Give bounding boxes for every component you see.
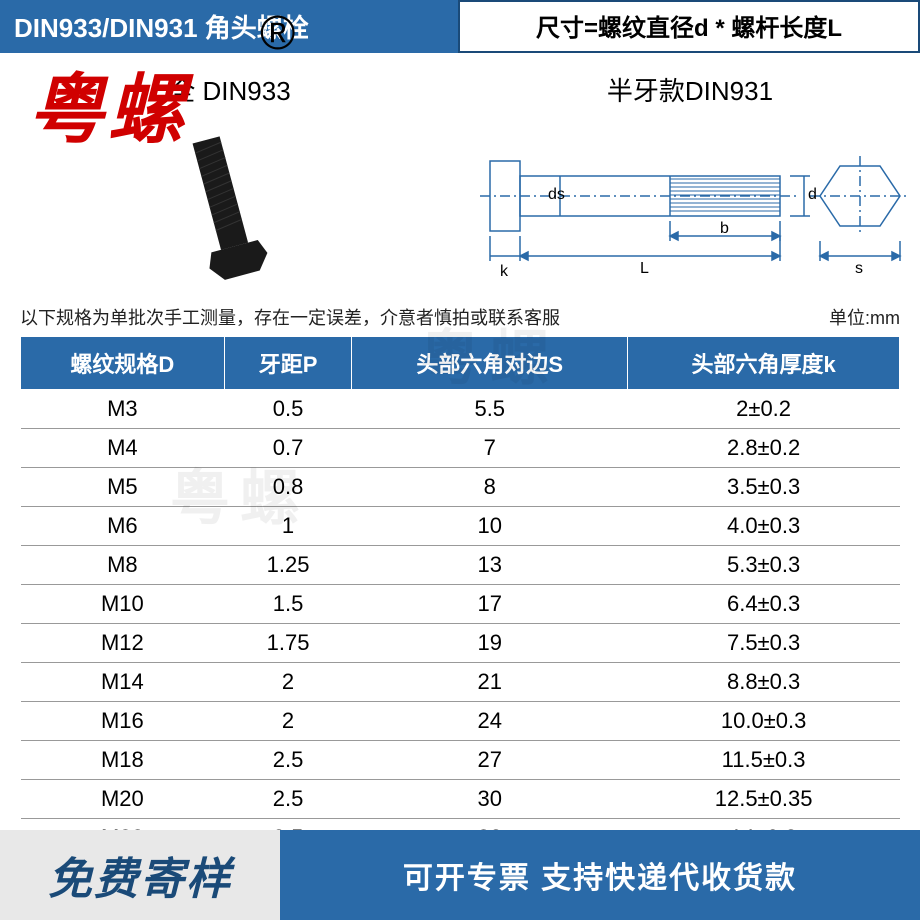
note-row: 以下规格为单批次手工测量，存在一定误差，介意者慎拍或联系客服 单位:mm xyxy=(0,296,920,336)
table-cell: 30 xyxy=(352,780,628,819)
table-row: M1622410.0±0.3 xyxy=(21,702,900,741)
table-cell: 24 xyxy=(352,702,628,741)
table-cell: 2.5 xyxy=(224,741,352,780)
col-p: 牙距P xyxy=(224,337,352,390)
table-cell: M14 xyxy=(21,663,225,702)
label-L: L xyxy=(640,260,649,277)
table-cell: 1 xyxy=(224,507,352,546)
table-cell: 12.5±0.35 xyxy=(628,780,900,819)
table-cell: 8.8±0.3 xyxy=(628,663,900,702)
table-cell: 21 xyxy=(352,663,628,702)
table-row: M30.55.52±0.2 xyxy=(21,390,900,429)
table-row: M61104.0±0.3 xyxy=(21,507,900,546)
label-b: b xyxy=(720,220,729,237)
table-cell: 13 xyxy=(352,546,628,585)
table-cell: 11.5±0.3 xyxy=(628,741,900,780)
table-cell: 0.7 xyxy=(224,429,352,468)
table-row: M40.772.8±0.2 xyxy=(21,429,900,468)
table-cell: 2 xyxy=(224,702,352,741)
label-ds: ds xyxy=(548,186,565,203)
table-cell: M10 xyxy=(21,585,225,624)
table-row: M101.5176.4±0.3 xyxy=(21,585,900,624)
table-cell: M8 xyxy=(21,546,225,585)
footer: 免费寄样 可开专票 支持快递代收货款 xyxy=(0,830,920,920)
table-cell: 1.75 xyxy=(224,624,352,663)
table-cell: M4 xyxy=(21,429,225,468)
table-cell: 19 xyxy=(352,624,628,663)
header-right-formula: 尺寸=螺纹直径d * 螺杆长度L xyxy=(458,0,920,53)
bolt-technical-drawing: k L b d ds s xyxy=(460,116,920,296)
table-cell: 2 xyxy=(224,663,352,702)
footer-right: 可开专票 支持快递代收货款 xyxy=(280,830,920,920)
table-row: M202.53012.5±0.35 xyxy=(21,780,900,819)
table-row: M142218.8±0.3 xyxy=(21,663,900,702)
label-s: s xyxy=(855,260,863,277)
table-cell: 4.0±0.3 xyxy=(628,507,900,546)
label-d: d xyxy=(808,186,817,203)
table-cell: M12 xyxy=(21,624,225,663)
header-left-title: DIN933/DIN931 角头螺栓 xyxy=(0,0,458,53)
table-cell: 0.5 xyxy=(224,390,352,429)
table-cell: 8 xyxy=(352,468,628,507)
table-cell: M18 xyxy=(21,741,225,780)
spec-table: 螺纹规格D 牙距P 头部六角对边S 头部六角厚度k M30.55.52±0.2M… xyxy=(20,336,900,896)
table-cell: 5.5 xyxy=(352,390,628,429)
spec-table-wrap: 螺纹规格D 牙距P 头部六角对边S 头部六角厚度k M30.55.52±0.2M… xyxy=(0,336,920,896)
table-cell: 7.5±0.3 xyxy=(628,624,900,663)
table-cell: M20 xyxy=(21,780,225,819)
table-cell: 2±0.2 xyxy=(628,390,900,429)
table-header-row: 螺纹规格D 牙距P 头部六角对边S 头部六角厚度k xyxy=(21,337,900,390)
bolt-drawing-svg: k L b d ds s xyxy=(470,121,910,291)
table-row: M121.75197.5±0.3 xyxy=(21,624,900,663)
table-cell: M16 xyxy=(21,702,225,741)
table-cell: 1.25 xyxy=(224,546,352,585)
footer-left: 免费寄样 xyxy=(0,830,280,920)
table-cell: 2.5 xyxy=(224,780,352,819)
table-row: M50.883.5±0.3 xyxy=(21,468,900,507)
table-cell: 1.5 xyxy=(224,585,352,624)
col-s: 头部六角对边S xyxy=(352,337,628,390)
table-row: M81.25135.3±0.3 xyxy=(21,546,900,585)
brand-watermark: 粤螺 xyxy=(28,48,188,158)
table-cell: 17 xyxy=(352,585,628,624)
table-row: M182.52711.5±0.3 xyxy=(21,741,900,780)
header-row: DIN933/DIN931 角头螺栓 尺寸=螺纹直径d * 螺杆长度L xyxy=(0,0,920,53)
table-cell: M6 xyxy=(21,507,225,546)
table-cell: 6.4±0.3 xyxy=(628,585,900,624)
note-text: 以下规格为单批次手工测量，存在一定误差，介意者慎拍或联系客服 xyxy=(20,304,560,330)
col-d: 螺纹规格D xyxy=(21,337,225,390)
table-cell: 10 xyxy=(352,507,628,546)
table-cell: 10.0±0.3 xyxy=(628,702,900,741)
table-cell: 27 xyxy=(352,741,628,780)
col-k: 头部六角厚度k xyxy=(628,337,900,390)
table-cell: 2.8±0.2 xyxy=(628,429,900,468)
registered-mark-icon: ® xyxy=(260,6,295,61)
table-cell: M3 xyxy=(21,390,225,429)
table-cell: 0.8 xyxy=(224,468,352,507)
table-cell: 7 xyxy=(352,429,628,468)
note-unit: 单位:mm xyxy=(829,304,900,330)
label-k: k xyxy=(500,263,509,280)
table-cell: M5 xyxy=(21,468,225,507)
subheader-right: 半牙款DIN931 xyxy=(460,53,920,116)
table-cell: 5.3±0.3 xyxy=(628,546,900,585)
table-cell: 3.5±0.3 xyxy=(628,468,900,507)
